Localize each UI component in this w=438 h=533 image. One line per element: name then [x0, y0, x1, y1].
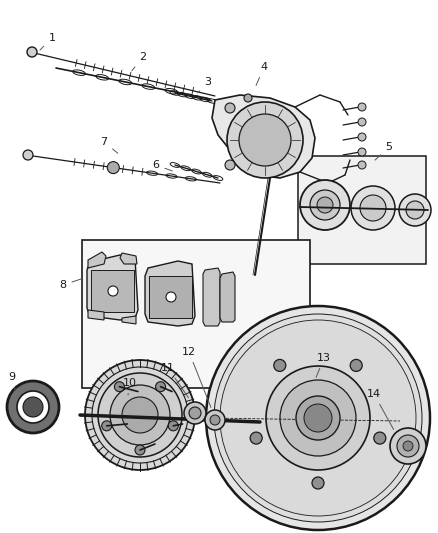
Circle shape: [225, 103, 235, 113]
Text: 5: 5: [375, 142, 392, 160]
Polygon shape: [212, 95, 315, 178]
Circle shape: [220, 320, 416, 516]
Polygon shape: [122, 316, 136, 324]
Text: 1: 1: [40, 33, 56, 50]
Text: 6: 6: [152, 160, 173, 171]
Circle shape: [250, 432, 262, 444]
Circle shape: [358, 103, 366, 111]
Bar: [82, 240, 310, 388]
Circle shape: [23, 150, 33, 160]
Polygon shape: [87, 255, 138, 320]
Circle shape: [205, 410, 225, 430]
Circle shape: [397, 435, 419, 457]
Circle shape: [135, 445, 145, 455]
Circle shape: [399, 194, 431, 226]
Circle shape: [206, 306, 430, 530]
Circle shape: [108, 286, 118, 296]
Polygon shape: [220, 272, 235, 322]
Circle shape: [274, 359, 286, 372]
Circle shape: [166, 292, 176, 302]
Circle shape: [351, 186, 395, 230]
Polygon shape: [88, 252, 106, 268]
Circle shape: [358, 161, 366, 169]
Text: 2: 2: [132, 52, 147, 71]
Circle shape: [358, 133, 366, 141]
Circle shape: [168, 421, 178, 431]
Circle shape: [114, 382, 124, 392]
Text: 7: 7: [100, 137, 118, 154]
Text: 9: 9: [8, 372, 16, 390]
Bar: [149, 276, 192, 318]
Circle shape: [107, 161, 119, 174]
Circle shape: [23, 397, 43, 417]
Circle shape: [350, 359, 362, 372]
Circle shape: [310, 190, 340, 220]
Circle shape: [360, 195, 386, 221]
Circle shape: [239, 114, 291, 166]
Circle shape: [244, 94, 252, 102]
Circle shape: [304, 404, 332, 432]
Circle shape: [155, 382, 166, 392]
Circle shape: [225, 160, 235, 170]
Circle shape: [102, 421, 112, 431]
Circle shape: [390, 428, 426, 464]
Circle shape: [7, 381, 59, 433]
Circle shape: [317, 197, 333, 213]
Polygon shape: [120, 253, 137, 264]
Circle shape: [98, 373, 182, 457]
Circle shape: [403, 441, 413, 451]
Circle shape: [358, 148, 366, 156]
Text: 12: 12: [182, 347, 211, 407]
Circle shape: [406, 201, 424, 219]
Polygon shape: [88, 310, 104, 320]
Text: 10: 10: [123, 378, 137, 395]
Text: 8: 8: [60, 279, 81, 290]
Circle shape: [189, 407, 201, 419]
Bar: [298, 156, 426, 264]
Circle shape: [312, 477, 324, 489]
Circle shape: [296, 396, 340, 440]
Text: 14: 14: [367, 389, 394, 430]
Polygon shape: [203, 268, 220, 326]
Circle shape: [374, 432, 386, 444]
Circle shape: [184, 402, 206, 424]
Circle shape: [280, 380, 356, 456]
Text: 11: 11: [161, 363, 188, 398]
Circle shape: [110, 385, 170, 445]
Circle shape: [266, 366, 370, 470]
Circle shape: [227, 102, 303, 178]
Text: 4: 4: [256, 62, 268, 85]
Circle shape: [300, 180, 350, 230]
Circle shape: [122, 397, 158, 433]
Circle shape: [210, 415, 220, 425]
Circle shape: [85, 360, 195, 470]
Bar: [91, 270, 134, 312]
Circle shape: [27, 47, 37, 57]
Polygon shape: [145, 261, 195, 326]
Circle shape: [358, 118, 366, 126]
Circle shape: [214, 314, 422, 522]
Circle shape: [17, 391, 49, 423]
Text: 3: 3: [198, 77, 212, 93]
Text: 13: 13: [316, 353, 331, 377]
